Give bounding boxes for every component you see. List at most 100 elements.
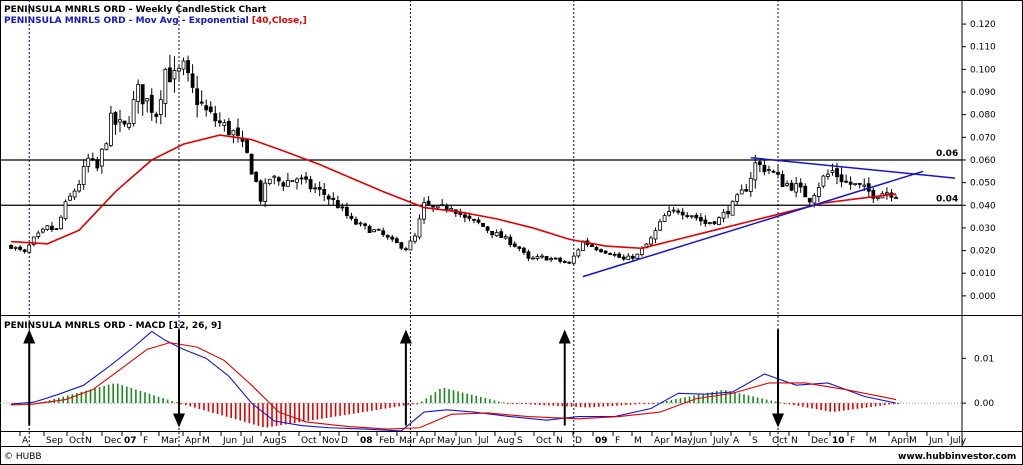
- y-tick-label: 0.120: [970, 20, 996, 30]
- macd-histogram-bar: [230, 403, 232, 419]
- candle-body: [331, 197, 336, 201]
- x-tick-label: F: [850, 436, 855, 446]
- macd-histogram-bar: [153, 395, 155, 404]
- macd-histogram-bar: [611, 403, 614, 406]
- macd-histogram-bar: [870, 403, 872, 408]
- macd-histogram-bar: [443, 388, 446, 404]
- candle-body: [608, 253, 613, 255]
- macd-histogram-bar: [198, 403, 201, 409]
- macd-histogram-bar: [361, 403, 364, 413]
- macd-histogram-bar: [820, 403, 822, 411]
- macd-histogram-bar: [620, 403, 623, 406]
- candle-body: [894, 197, 898, 200]
- candle-body: [885, 192, 889, 195]
- candle-body: [712, 221, 717, 225]
- candle-body: [326, 195, 331, 200]
- candle-body: [653, 230, 658, 240]
- candle-body: [381, 230, 386, 236]
- candle-body: [757, 161, 762, 165]
- candle-body: [603, 250, 608, 254]
- candle-body: [285, 180, 290, 187]
- candle-body: [199, 101, 204, 104]
- candle-body: [426, 200, 431, 206]
- macd-histogram-bar: [815, 403, 818, 410]
- macd-histogram-bar: [666, 400, 668, 404]
- macd-histogram-bar: [425, 398, 428, 404]
- macd-histogram-bar: [80, 391, 83, 404]
- candle-body: [276, 177, 281, 182]
- candle-body: [844, 180, 848, 183]
- macd-histogram-bar: [225, 403, 228, 417]
- macd-histogram-bar: [330, 403, 332, 418]
- x-tick-label: D: [575, 436, 582, 446]
- macd-histogram-bar: [774, 401, 777, 404]
- candle-body: [394, 238, 399, 244]
- macd-histogram-bar: [489, 399, 491, 404]
- candle-body: [617, 253, 622, 258]
- macd-histogram-bar: [420, 401, 423, 404]
- macd-histogram-bar: [779, 402, 782, 404]
- macd-histogram-bar: [466, 393, 468, 404]
- candle-body: [821, 175, 826, 187]
- macd-histogram-bar: [107, 384, 110, 404]
- macd-histogram-bar: [747, 395, 750, 404]
- macd-histogram-bar: [511, 403, 514, 405]
- x-tick-label: N: [85, 436, 92, 446]
- macd-line: [11, 330, 897, 432]
- candle-body: [449, 207, 454, 211]
- macd-histogram-bar: [470, 394, 473, 404]
- candle-body: [45, 225, 50, 230]
- sell-arrow-head: [172, 413, 185, 428]
- macd-histogram-bar: [207, 403, 210, 412]
- candle-body: [295, 178, 299, 183]
- macd-histogram-bar: [148, 393, 151, 404]
- macd-histogram-bar: [130, 388, 133, 404]
- candle-body: [9, 244, 13, 249]
- macd-histogram-bar: [652, 403, 655, 405]
- candle-body: [344, 206, 349, 216]
- macd-histogram-bar: [843, 403, 845, 411]
- candle-body: [440, 204, 445, 206]
- macd-histogram-bar: [552, 403, 555, 406]
- macd-histogram-bar: [116, 383, 119, 404]
- macd-histogram-bar: [439, 389, 441, 404]
- y-tick-label: 0.100: [970, 65, 996, 75]
- macd-histogram-bar: [166, 399, 169, 404]
- x-tick-label: N: [791, 436, 798, 446]
- macd-histogram-bar: [579, 403, 582, 408]
- candle-body: [508, 236, 513, 246]
- macd-histogram-bar: [516, 403, 518, 405]
- y-tick-label: 0.000: [970, 292, 996, 302]
- x-tick-label: 08: [360, 436, 373, 446]
- macd-histogram-bar: [125, 386, 128, 404]
- candle-body: [340, 206, 345, 209]
- macd-histogram-bar: [647, 403, 650, 405]
- candle-body: [127, 123, 131, 128]
- candle-body: [462, 214, 467, 218]
- macd-histogram-bar: [838, 403, 841, 412]
- x-tick-label: S: [752, 436, 758, 446]
- candle-body: [403, 248, 408, 251]
- macd-histogram-bar: [738, 393, 741, 404]
- macd-histogram-bar: [275, 403, 278, 426]
- candle-body: [649, 237, 653, 245]
- candle-body: [413, 235, 417, 242]
- candle-body: [422, 202, 426, 220]
- x-tick-label: F: [143, 436, 148, 446]
- macd-histogram-bar: [280, 403, 282, 426]
- candle-body: [621, 256, 626, 260]
- candle-body: [862, 184, 867, 187]
- candle-body: [517, 246, 522, 249]
- macd-histogram-bar: [566, 403, 568, 407]
- candle-body: [313, 187, 318, 190]
- candle-body: [186, 60, 190, 74]
- macd-histogram-bar: [597, 403, 600, 407]
- candle-body: [217, 120, 222, 124]
- candle-body: [717, 217, 721, 225]
- ema-legend-params: [40,Close,]: [252, 16, 307, 26]
- macd-histogram-bar: [121, 385, 124, 404]
- candle-body: [848, 181, 853, 185]
- candle-body: [789, 182, 794, 191]
- candle-body: [535, 256, 540, 259]
- x-tick-label: 10: [832, 436, 845, 446]
